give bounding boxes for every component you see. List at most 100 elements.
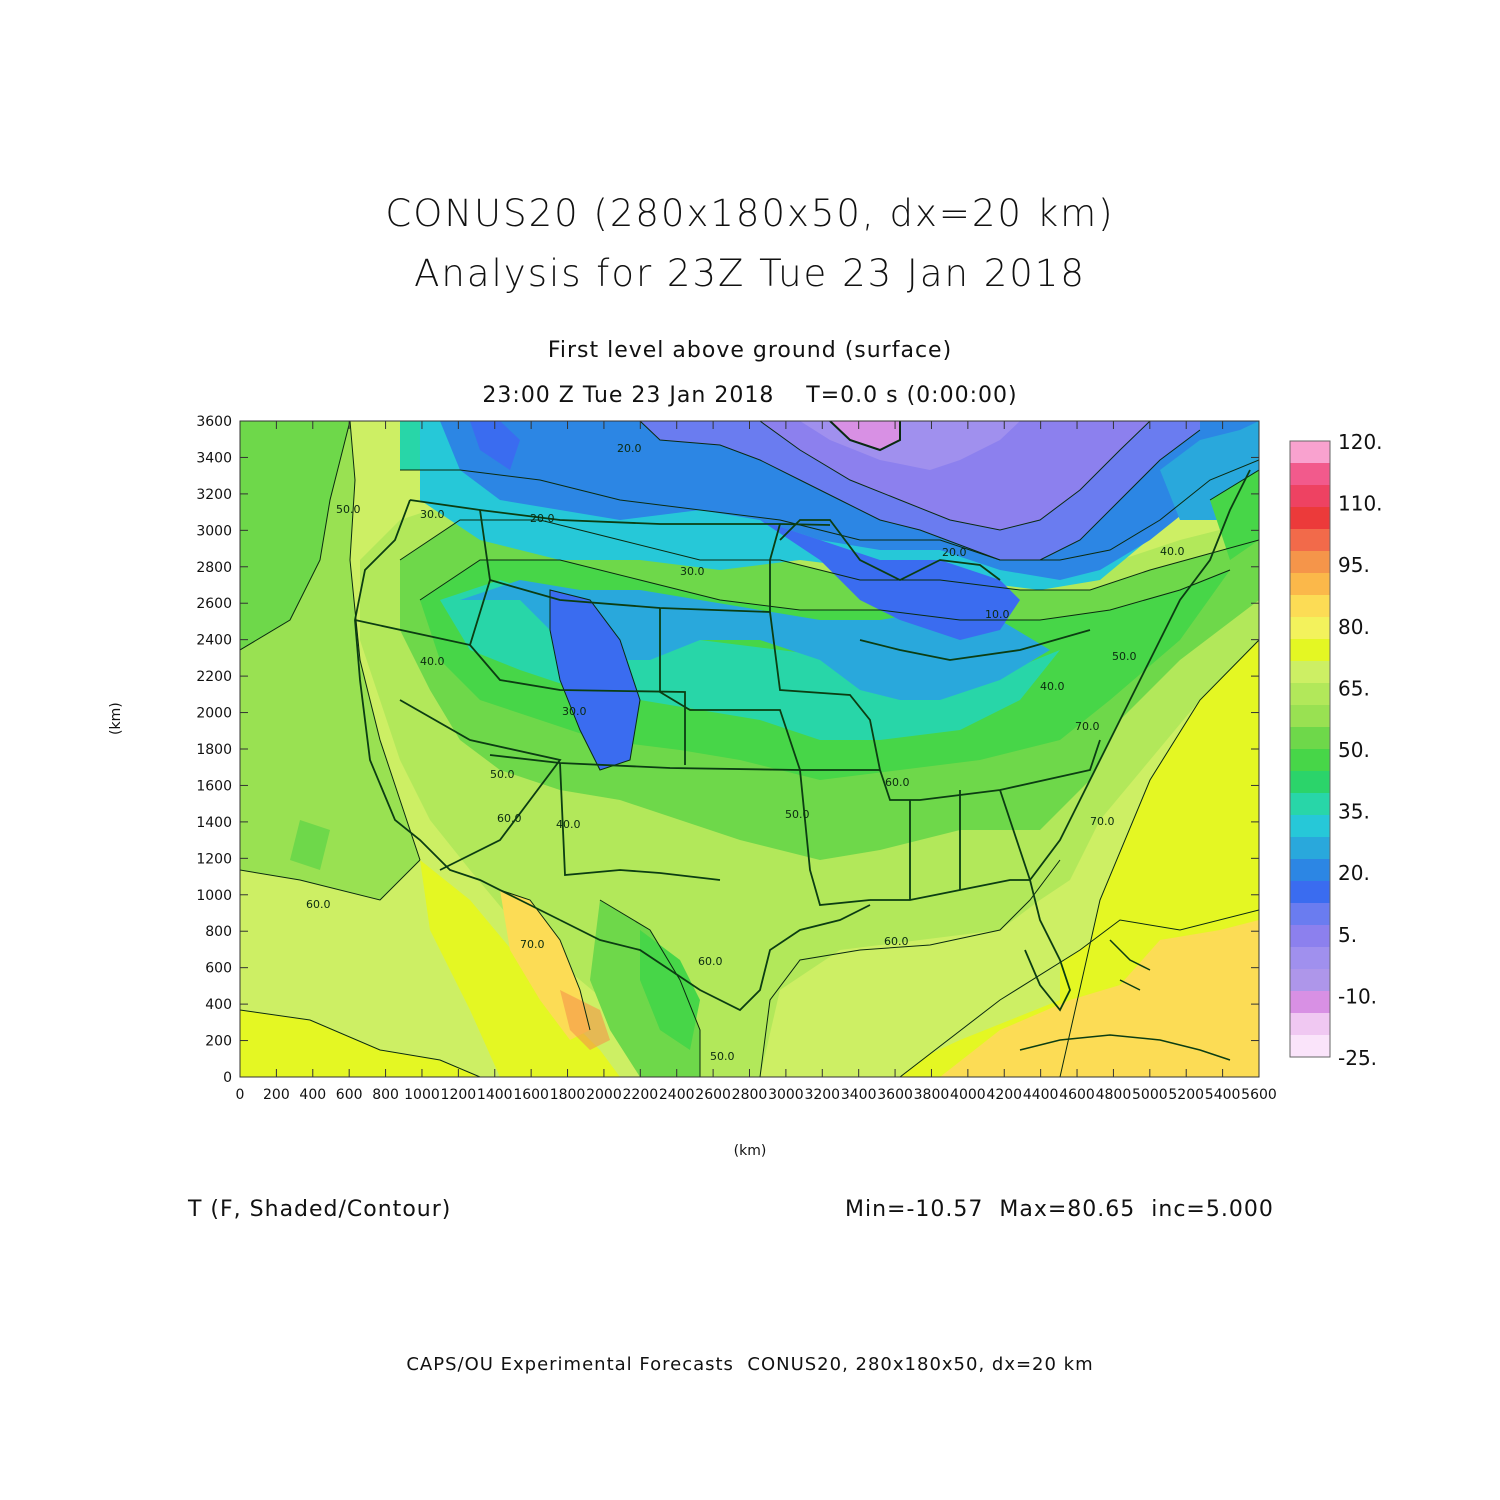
colorbar-swatch: [1290, 947, 1330, 970]
footer-credit: CAPS/OU Experimental Forecasts CONUS20, …: [406, 1354, 1094, 1375]
x-tick-label: 2000: [586, 1087, 622, 1103]
map-title-line2: Analysis for 23Z Tue 23 Jan 2018: [414, 252, 1086, 295]
contour-label: 40.0: [1040, 680, 1065, 693]
contour-label: 60.0: [698, 955, 723, 968]
x-tick-label: 4200: [986, 1087, 1022, 1103]
colorbar-swatch: [1290, 793, 1330, 816]
y-tick-label: 600: [205, 961, 232, 977]
colorbar-swatch: [1290, 859, 1330, 882]
colorbar-swatch: [1290, 925, 1330, 948]
colorbar-swatch: [1290, 463, 1330, 486]
contour-label: 40.0: [420, 655, 445, 668]
x-tick-label: 3200: [804, 1087, 840, 1103]
colorbar-swatch: [1290, 639, 1330, 662]
y-tick-label: 3600: [196, 414, 232, 430]
colorbar-label: 65.: [1338, 676, 1370, 700]
contour-label-group: 50.0 30.0 20.0 20.0 30.0 40.0 30.0 50.0 …: [306, 442, 1185, 1063]
colorbar-label: 50.: [1338, 738, 1370, 762]
y-tick-label: 3400: [196, 450, 232, 466]
colorbar-swatch: [1290, 441, 1330, 464]
contour-label: 20.0: [530, 512, 555, 525]
y-tick-label: 1600: [196, 778, 232, 794]
x-tick-label: 4400: [1023, 1087, 1059, 1103]
x-tick-label: 5200: [1168, 1087, 1204, 1103]
map-subtitle-time: 23:00 Z Tue 23 Jan 2018 T=0.0 s (0:00:00…: [482, 383, 1018, 408]
colorbar-swatch: [1290, 1035, 1330, 1058]
colorbar-swatch: [1290, 815, 1330, 838]
colorbar-swatch: [1290, 507, 1330, 530]
y-axis: 0 200 400 600 800 1000 1200 1400 1600 1800 2000 220…: [196, 414, 1259, 1086]
map-title-line1: CONUS20 (280x180x50, dx=20 km): [385, 192, 1115, 235]
colorbar-swatch: [1290, 881, 1330, 904]
colorbar: [1289, 440, 1331, 1058]
y-tick-label: 2000: [196, 706, 232, 722]
colorbar-swatch: [1290, 837, 1330, 860]
contour-label: 50.0: [1112, 650, 1137, 663]
x-tick-label: 600: [336, 1087, 363, 1103]
colorbar-labels: 120. 110. 95. 80. 65. 50. 35. 20. 5. -10. -25.: [1338, 430, 1383, 1070]
contour-label: 50.0: [710, 1050, 735, 1063]
colorbar-swatch: [1290, 771, 1330, 794]
colorbar-label: 80.: [1338, 615, 1370, 639]
x-tick-label: 4600: [1059, 1087, 1095, 1103]
x-tick-label: 1600: [513, 1087, 549, 1103]
contour-label: 60.0: [885, 776, 910, 789]
x-tick-label: 1400: [477, 1087, 513, 1103]
contour-label: 60.0: [306, 898, 331, 911]
contour-label: 50.0: [336, 503, 361, 516]
y-tick-label: 2400: [196, 633, 232, 649]
x-tick-label: 400: [299, 1087, 326, 1103]
caribbean-coastlines: [1019, 939, 1231, 1061]
colorbar-label: 95.: [1338, 553, 1370, 577]
x-tick-label: 2200: [623, 1087, 659, 1103]
colorbar-swatch: [1290, 705, 1330, 728]
y-axis-label: (km): [108, 702, 124, 735]
colorbar-label: 20.: [1338, 861, 1370, 885]
x-tick-label: 5600: [1241, 1087, 1277, 1103]
y-tick-label: 400: [205, 997, 232, 1013]
x-axis-label: (km): [733, 1143, 767, 1159]
colorbar-swatch: [1290, 969, 1330, 992]
colorbar-label: 110.: [1338, 492, 1383, 516]
contour-lines: [240, 421, 1259, 1077]
y-tick-label: 1400: [196, 815, 232, 831]
colorbar-label: -10.: [1338, 984, 1377, 1008]
colorbar-swatch: [1290, 551, 1330, 574]
y-tick-label: 3000: [196, 523, 232, 539]
colorbar-swatch: [1290, 573, 1330, 596]
colorbar-swatch: [1290, 903, 1330, 926]
x-tick-label: 4000: [950, 1087, 986, 1103]
colorbar-swatch: [1290, 595, 1330, 618]
colorbar-swatch: [1290, 485, 1330, 508]
y-tick-label: 1200: [196, 851, 232, 867]
y-tick-label: 1000: [196, 888, 232, 904]
colorbar-swatch: [1290, 529, 1330, 552]
state-boundaries: [354, 469, 1251, 1012]
colorbar-frame: [1289, 440, 1331, 1058]
y-tick-label: 2600: [196, 596, 232, 612]
contour-label: 30.0: [680, 565, 705, 578]
x-tick-label: 0: [236, 1087, 245, 1103]
y-tick-label: 200: [205, 1034, 232, 1050]
map-subtitle-level: First level above ground (surface): [547, 338, 953, 363]
x-tick-label: 1000: [404, 1087, 440, 1103]
colorbar-label: 120.: [1338, 430, 1383, 454]
contour-label: 50.0: [785, 808, 810, 821]
y-tick-label: 800: [205, 924, 232, 940]
contour-label: 40.0: [1160, 545, 1185, 558]
y-tick-label: 3200: [196, 487, 232, 503]
y-tick-label: 0: [223, 1070, 232, 1086]
contour-label: 30.0: [420, 508, 445, 521]
colorbar-label: -25.: [1338, 1046, 1377, 1070]
contour-label: 30.0: [562, 705, 587, 718]
colorbar-swatch: [1290, 661, 1330, 684]
contour-label: 70.0: [1075, 720, 1100, 733]
x-tick-label: 3400: [841, 1087, 877, 1103]
y-tick-label: 1800: [196, 742, 232, 758]
contour-label: 50.0: [490, 768, 515, 781]
y-tick-label: 2800: [196, 560, 232, 576]
x-tick-label: 3800: [914, 1087, 950, 1103]
x-tick-label: 2800: [732, 1087, 768, 1103]
field-stats: Min=-10.57 Max=80.65 inc=5.000: [845, 1197, 1274, 1222]
contour-label: 20.0: [617, 442, 642, 455]
